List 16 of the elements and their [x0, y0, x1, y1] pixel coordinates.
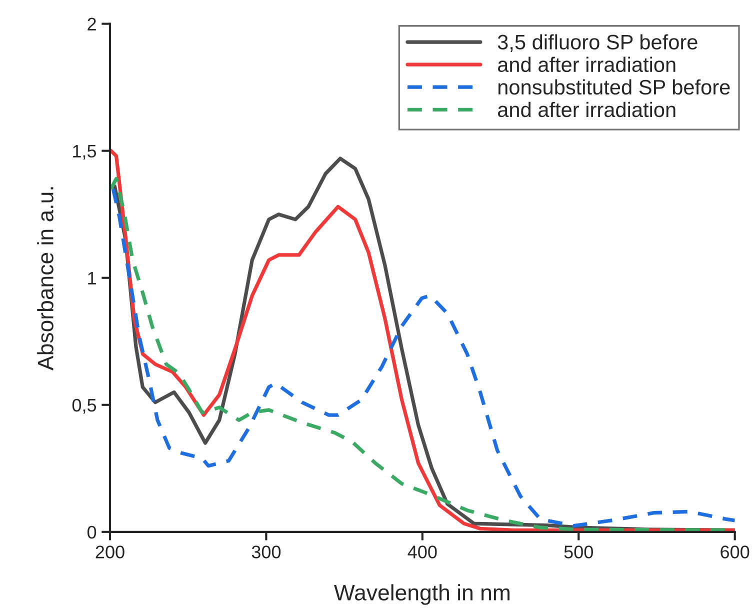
x-tick-label: 200 [96, 546, 124, 558]
y-tick-label: 2 [88, 18, 96, 30]
x-tick-label: 600 [720, 546, 750, 558]
x-tick-label: 500 [564, 546, 593, 558]
x-tick-label: 400 [408, 546, 437, 558]
x-axis-title: Wavelength in nm [334, 584, 510, 605]
y-tick-label: 0 [87, 526, 96, 539]
x-tick-label: 300 [252, 546, 281, 558]
legend-label: and after irradiation [498, 56, 676, 72]
y-tick-label: 1 [88, 272, 96, 284]
y-axis-title: Absorbance in a.u. [37, 187, 54, 370]
y-tick-label: 0,5 [72, 398, 96, 414]
legend-label: and after irradiation [498, 102, 676, 118]
legend-label: nonsubstituted SP before [498, 79, 730, 95]
y-tick-label: 1,5 [73, 144, 96, 160]
legend-label: 3,5 difluoro SP before [498, 34, 698, 52]
